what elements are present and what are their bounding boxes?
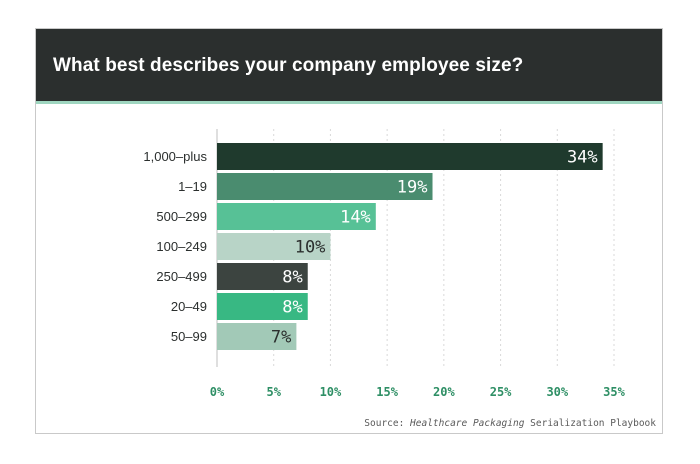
bar <box>217 233 331 260</box>
x-tick-label: 5% <box>266 385 281 399</box>
data-label: 34% <box>567 148 598 168</box>
source-suffix: Serialization Playbook <box>524 418 656 429</box>
x-tick-label: 10% <box>320 385 342 399</box>
bar <box>217 173 433 200</box>
chart-title: What best describes your company employe… <box>53 55 524 76</box>
data-label: 14% <box>340 208 371 228</box>
bar <box>217 263 308 290</box>
bar <box>217 203 376 230</box>
data-label: 8% <box>282 268 302 288</box>
data-label: 8% <box>282 298 302 318</box>
category-label: 50–99 <box>171 329 207 344</box>
source-publication: Healthcare Packaging <box>410 418 525 429</box>
x-tick-label: 20% <box>433 385 455 399</box>
category-label: 1–19 <box>178 179 207 194</box>
chart-card: What best describes your company employe… <box>35 28 663 434</box>
x-tick-label: 0% <box>210 385 225 399</box>
category-label: 1,000–plus <box>143 149 207 164</box>
x-tick-label: 25% <box>490 385 512 399</box>
bar <box>217 293 308 320</box>
x-tick-label: 30% <box>546 385 568 399</box>
data-label: 19% <box>397 178 428 198</box>
chart-header: What best describes your company employe… <box>36 29 662 104</box>
data-label: 10% <box>295 238 326 258</box>
bar-chart: 1,000–plus 34% 1–19 19% 500–299 14% 100–249 10%… <box>143 129 626 399</box>
source-note: Source: Healthcare Packaging Serializati… <box>364 418 656 429</box>
category-label: 20–49 <box>171 299 207 314</box>
bar <box>217 323 297 350</box>
bar <box>217 143 603 170</box>
category-label: 100–249 <box>156 239 207 254</box>
x-tick-label: 35% <box>603 385 625 399</box>
x-tick-label: 15% <box>376 385 398 399</box>
source-prefix: Source: <box>364 418 411 429</box>
category-label: 250–499 <box>156 269 207 284</box>
category-label: 500–299 <box>156 209 207 224</box>
data-label: 7% <box>271 328 291 348</box>
